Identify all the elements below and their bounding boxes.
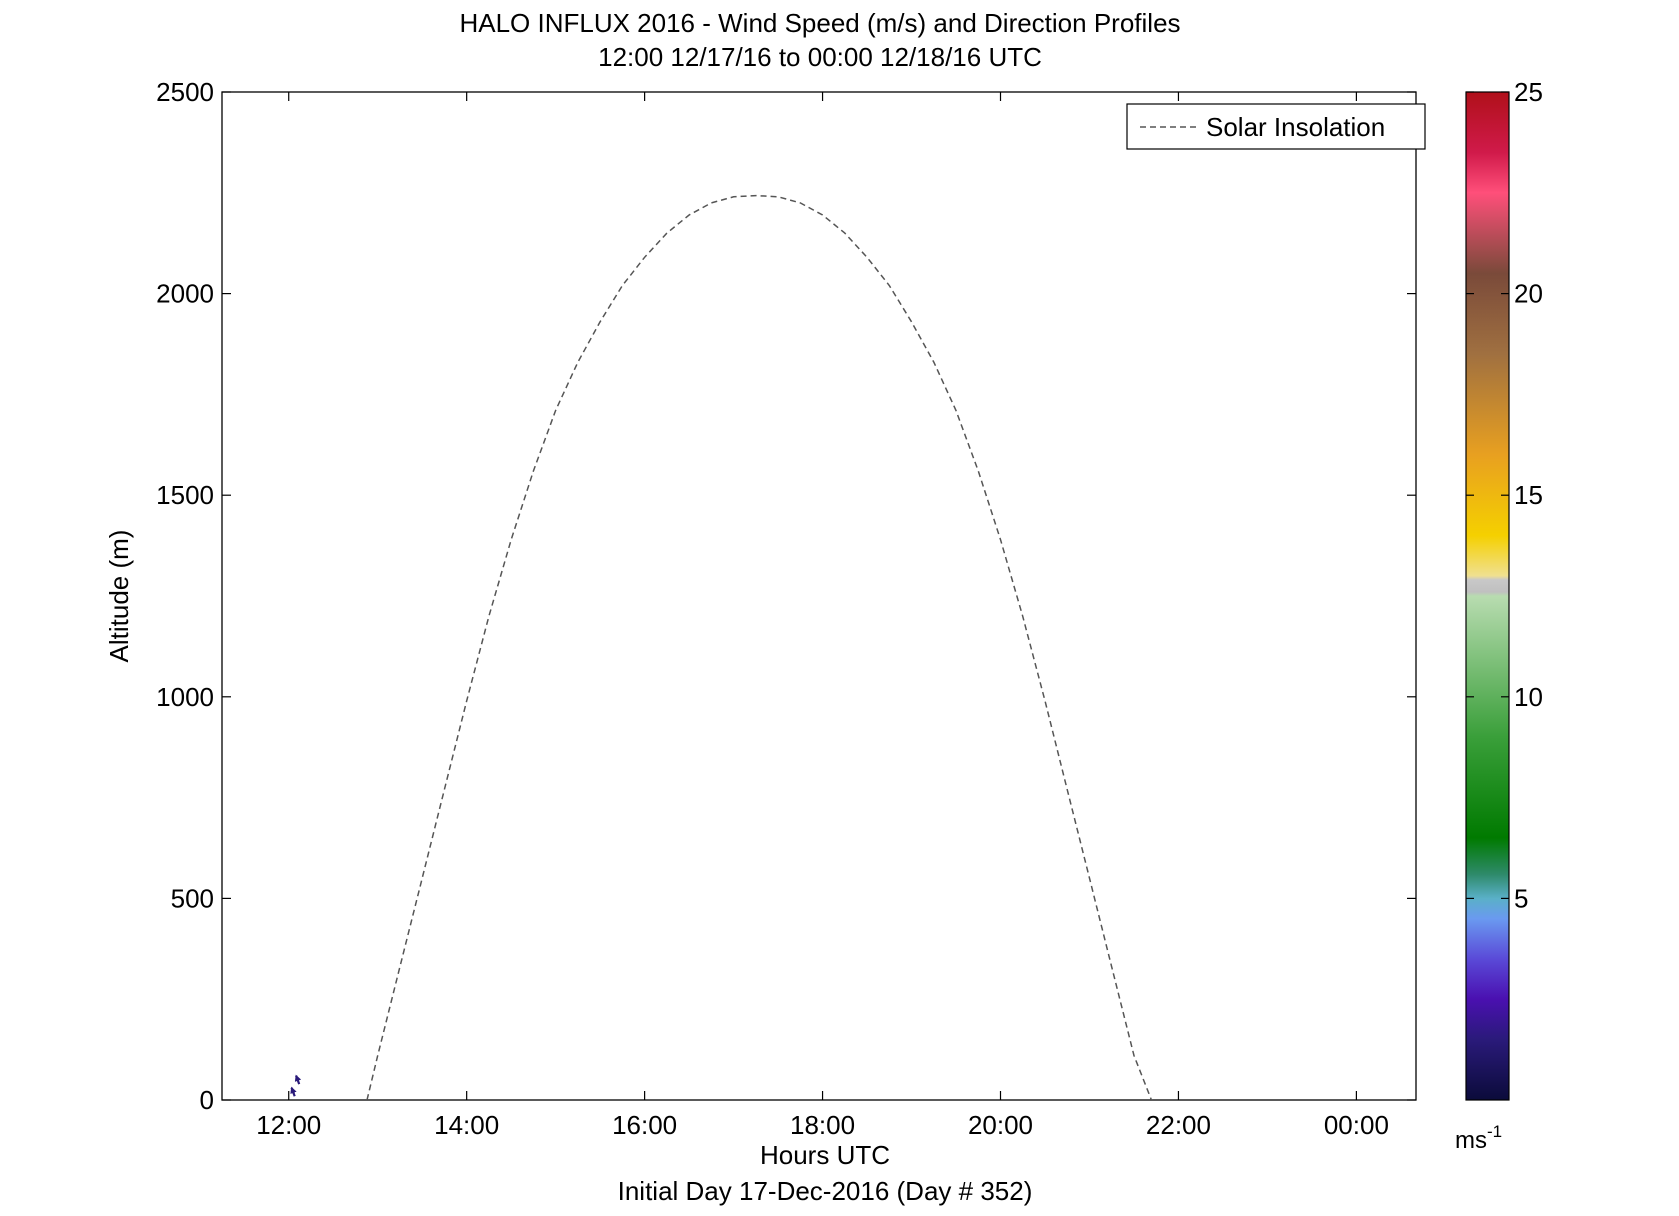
x-tick-label: 18:00 — [790, 1110, 855, 1140]
legend-box — [1126, 103, 1426, 150]
solar-insolation-curve — [366, 194, 1153, 1100]
colorbar-tick-label: 5 — [1514, 883, 1528, 913]
y-tick-label: 1500 — [156, 480, 214, 510]
y-tick-label: 500 — [171, 883, 214, 913]
colorbar-tick-label: 20 — [1514, 279, 1543, 309]
wind-vectors — [290, 1074, 302, 1097]
plot-area — [221, 91, 1417, 1101]
chart-subtitle: 12:00 12/17/16 to 00:00 12/18/16 UTC — [598, 42, 1042, 72]
y-tick-label: 2000 — [156, 279, 214, 309]
y-axis: 0 500 1000 1500 2000 2500 — [156, 77, 1416, 1115]
colorbar-tick-label: 15 — [1514, 480, 1543, 510]
legend-label: Solar Insolation — [1206, 112, 1385, 142]
wind-vector — [294, 1074, 302, 1085]
x-tick-label: 12:00 — [256, 1110, 321, 1140]
colorbar-gradient — [1465, 91, 1510, 1101]
legend: Solar Insolation — [1126, 103, 1426, 150]
wind-vector — [290, 1086, 297, 1097]
colorbar-tick-label: 10 — [1514, 682, 1543, 712]
y-axis-label: Altitude (m) — [104, 530, 134, 663]
x-tick-label: 20:00 — [968, 1110, 1033, 1140]
x-tick-label: 22:00 — [1146, 1110, 1211, 1140]
y-tick-label: 2500 — [156, 77, 214, 107]
x-tick-label: 00:00 — [1324, 1110, 1389, 1140]
colorbar-tick-label: 25 — [1514, 77, 1543, 107]
x-axis-label: Hours UTC — [760, 1140, 890, 1170]
y-tick-label: 0 — [200, 1085, 214, 1115]
x-tick-label: 16:00 — [612, 1110, 677, 1140]
x-axis: 12:00 14:00 16:00 18:00 20:00 22:00 00:00 — [256, 92, 1389, 1140]
colorbar: 5 10 15 20 25 ms-1 — [1455, 77, 1543, 1154]
x-tick-label: 14:00 — [434, 1110, 499, 1140]
colorbar-units-base: ms — [1455, 1127, 1487, 1154]
chart-title: HALO INFLUX 2016 - Wind Speed (m/s) and … — [459, 8, 1180, 38]
colorbar-ticks: 5 10 15 20 25 — [1466, 77, 1543, 913]
y-tick-label: 1000 — [156, 682, 214, 712]
chart-footer: Initial Day 17-Dec-2016 (Day # 352) — [618, 1176, 1033, 1206]
colorbar-units-exponent: -1 — [1487, 1122, 1502, 1141]
colorbar-units: ms-1 — [1455, 1122, 1502, 1154]
